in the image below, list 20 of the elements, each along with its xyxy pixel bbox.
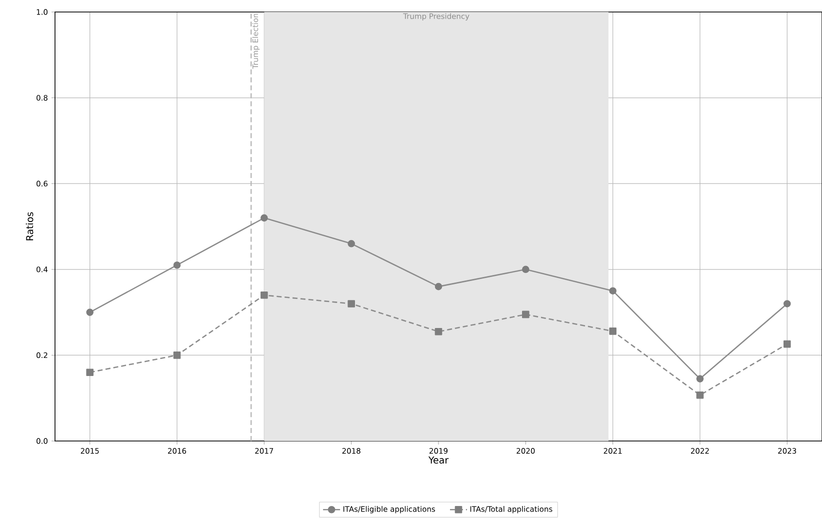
y-axis-title: Ratios (26, 212, 34, 240)
x-axis-title: Year (428, 456, 449, 464)
point (696, 391, 704, 399)
point (696, 375, 704, 382)
point (609, 328, 616, 335)
point (86, 368, 94, 376)
point (783, 340, 791, 348)
point (173, 261, 181, 269)
point (783, 300, 791, 308)
point (260, 291, 268, 299)
point (522, 310, 530, 318)
point (86, 308, 94, 316)
point (348, 240, 355, 248)
point (260, 214, 268, 222)
point (173, 352, 181, 359)
point (348, 300, 355, 308)
point (522, 266, 530, 274)
point (434, 282, 442, 290)
point (434, 328, 442, 336)
point (609, 287, 616, 294)
